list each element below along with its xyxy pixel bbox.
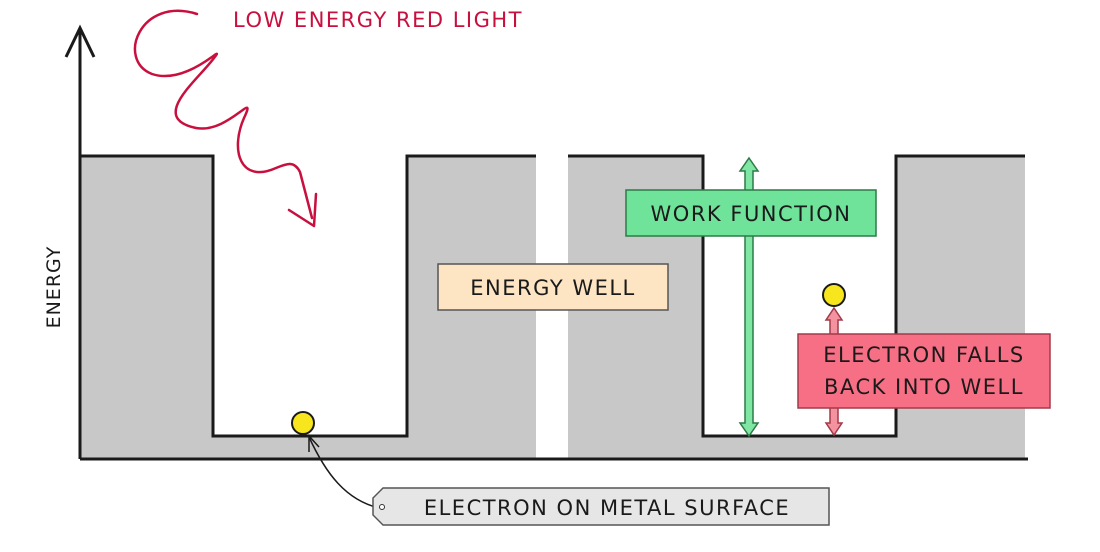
pointer-arrowhead (308, 434, 320, 452)
surface-electron-pointer (308, 434, 380, 509)
axes (64, 24, 1028, 461)
energy-well-label: ENERGY WELL (470, 276, 636, 300)
excited-electron (822, 283, 846, 307)
light-wave (133, 9, 318, 228)
work-function-label-group: WORK FUNCTION (625, 189, 877, 237)
tag-hole (379, 504, 385, 510)
tag-shape (372, 487, 830, 526)
electron-falls-label-line2: BACK INTO WELL (824, 375, 1024, 399)
electron-surface-label: ELECTRON ON METAL SURFACE (424, 496, 790, 520)
left-metal-block (80, 156, 536, 459)
work-function-box (625, 189, 877, 237)
surface-electron (291, 411, 315, 435)
work-function-arrow (738, 156, 760, 438)
y-axis-label: ENERGY (43, 246, 65, 329)
electron-falls-label-line1: ELECTRON FALLS (823, 343, 1024, 367)
light-wave-arrowhead (287, 192, 318, 228)
electron-falls-box (797, 333, 1051, 409)
right-well-outline (568, 154, 1025, 438)
electron-falls-label-group: ELECTRON FALLS BACK INTO WELL (797, 333, 1051, 409)
energy-well-box (437, 263, 669, 311)
energy-well-label-group: ENERGY WELL (437, 263, 669, 311)
electron-surface-tag: ELECTRON ON METAL SURFACE (372, 487, 830, 526)
light-wave-path (133, 9, 314, 220)
light-label: LOW ENERGY RED LIGHT (233, 8, 523, 32)
y-axis-arrowhead (64, 24, 96, 58)
work-function-arrow-shape (738, 156, 760, 438)
pointer-line (308, 436, 380, 509)
work-function-label: WORK FUNCTION (651, 202, 852, 226)
